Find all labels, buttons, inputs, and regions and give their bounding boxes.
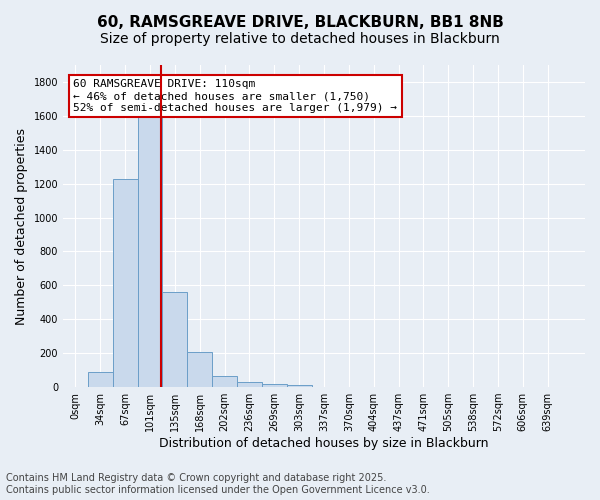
Text: Size of property relative to detached houses in Blackburn: Size of property relative to detached ho…: [100, 32, 500, 46]
Bar: [137, 108, 163, 387]
Bar: [237, 382, 262, 387]
Bar: [187, 352, 212, 387]
Bar: [113, 178, 137, 387]
Text: Contains HM Land Registry data © Crown copyright and database right 2025.
Contai: Contains HM Land Registry data © Crown c…: [6, 474, 430, 495]
Bar: [287, 384, 311, 387]
X-axis label: Distribution of detached houses by size in Blackburn: Distribution of detached houses by size …: [159, 437, 489, 450]
Text: 60 RAMSGREAVE DRIVE: 110sqm
← 46% of detached houses are smaller (1,750)
52% of : 60 RAMSGREAVE DRIVE: 110sqm ← 46% of det…: [73, 80, 397, 112]
Bar: [262, 384, 287, 387]
Y-axis label: Number of detached properties: Number of detached properties: [15, 128, 28, 324]
Text: 60, RAMSGREAVE DRIVE, BLACKBURN, BB1 8NB: 60, RAMSGREAVE DRIVE, BLACKBURN, BB1 8NB: [97, 15, 503, 30]
Bar: [163, 292, 187, 387]
Bar: [212, 376, 237, 387]
Bar: [88, 372, 113, 387]
